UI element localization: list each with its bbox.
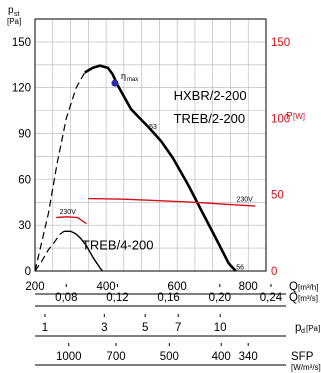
x-tick: 400 xyxy=(96,281,115,293)
scale-unit: [Pa] xyxy=(306,324,320,333)
y-tick-left: 60 xyxy=(18,174,31,186)
y-tick-right: 0 xyxy=(271,266,277,278)
y-tick-right: 50 xyxy=(271,190,284,202)
scale-tick-label: 7 xyxy=(175,322,181,334)
y-axis-unit-right: [W] xyxy=(293,112,305,121)
scale-tick-label: 0,16 xyxy=(157,292,179,304)
y-tick-left: 30 xyxy=(18,220,31,232)
scale-tick-label: 500 xyxy=(160,351,179,363)
series-line-dashed xyxy=(34,230,65,272)
scale-label: p xyxy=(295,322,301,334)
scale-tick-label: 0,12 xyxy=(106,292,128,304)
scale-tick-label: 1 xyxy=(42,322,48,334)
voltage-label: 230V xyxy=(60,209,77,216)
y-tick-left: 120 xyxy=(12,83,31,95)
eta-max-marker xyxy=(111,79,119,87)
scale-unit: [m³/s] xyxy=(298,294,318,303)
y-tick-left: 0 xyxy=(25,266,31,278)
series-line xyxy=(88,197,256,207)
y-axis-unit-left: [Pa] xyxy=(7,17,21,26)
grid xyxy=(35,19,266,271)
scale-unit: [W/m³/s] xyxy=(291,363,321,372)
secondary-scales: 0,08 0,12 0,16 0,20 0,24 Q [m³/s] 1 3 5 7 10 p d [Pa] 1… xyxy=(35,284,321,372)
y-axis-label-right: P xyxy=(286,111,293,122)
x-tick: 600 xyxy=(168,281,187,293)
point-label: 53 xyxy=(149,124,157,131)
scale-tick-label: 5 xyxy=(142,322,148,334)
annotations: η max 53 56 230V 230V HXBR/2-200 TREB/2-200 TREB… xyxy=(60,71,254,271)
scale-label: SFP xyxy=(291,351,314,363)
scale-tick-label: 0,08 xyxy=(55,292,77,304)
scale-label: Q xyxy=(289,292,298,304)
scale-tick-label: 700 xyxy=(106,351,125,363)
scale-tick-label: 0,20 xyxy=(209,292,231,304)
eta-max-sub: max xyxy=(127,77,138,83)
y-axis-label-left-sub: st xyxy=(14,11,20,18)
scale-tick-label: 10 xyxy=(214,322,227,334)
y-tick-right: 100 xyxy=(271,113,290,125)
x-tick: 800 xyxy=(239,281,258,293)
x-tick: 200 xyxy=(25,281,44,293)
scale-label-sub: d xyxy=(301,328,305,335)
model-label: TREB/4-200 xyxy=(82,238,154,253)
plot-frame xyxy=(34,18,267,272)
y-tick-right: 150 xyxy=(271,37,290,49)
model-label: HXBR/2-200 xyxy=(174,88,247,103)
series-line xyxy=(56,216,87,225)
scale-tick-label: 1000 xyxy=(56,351,82,363)
scale-tick-label: 3 xyxy=(101,322,107,334)
y-axis-label-left: p xyxy=(8,5,14,16)
series-line-dashed xyxy=(34,72,86,272)
scale-tick-label: 340 xyxy=(239,351,258,363)
model-label: TREB/2-200 xyxy=(174,111,246,126)
eta-max-label: η xyxy=(121,71,126,81)
y-tick-left: 150 xyxy=(12,37,31,49)
series-line xyxy=(84,64,237,272)
curves xyxy=(34,64,256,272)
voltage-label: 230V xyxy=(236,197,253,204)
ticks: 0 30 60 90 120 150 0 50 100 150 200 400 600 800 Q [m³/h… xyxy=(12,37,319,293)
scale-tick-label: 400 xyxy=(212,351,231,363)
series-line xyxy=(64,230,104,272)
scale-tick-label: 0,24 xyxy=(260,292,283,304)
x-axis-label: Q xyxy=(289,281,298,293)
point-label: 56 xyxy=(236,264,244,271)
x-axis-unit: [m³/h] xyxy=(298,283,318,292)
y-tick-left: 90 xyxy=(18,129,31,141)
